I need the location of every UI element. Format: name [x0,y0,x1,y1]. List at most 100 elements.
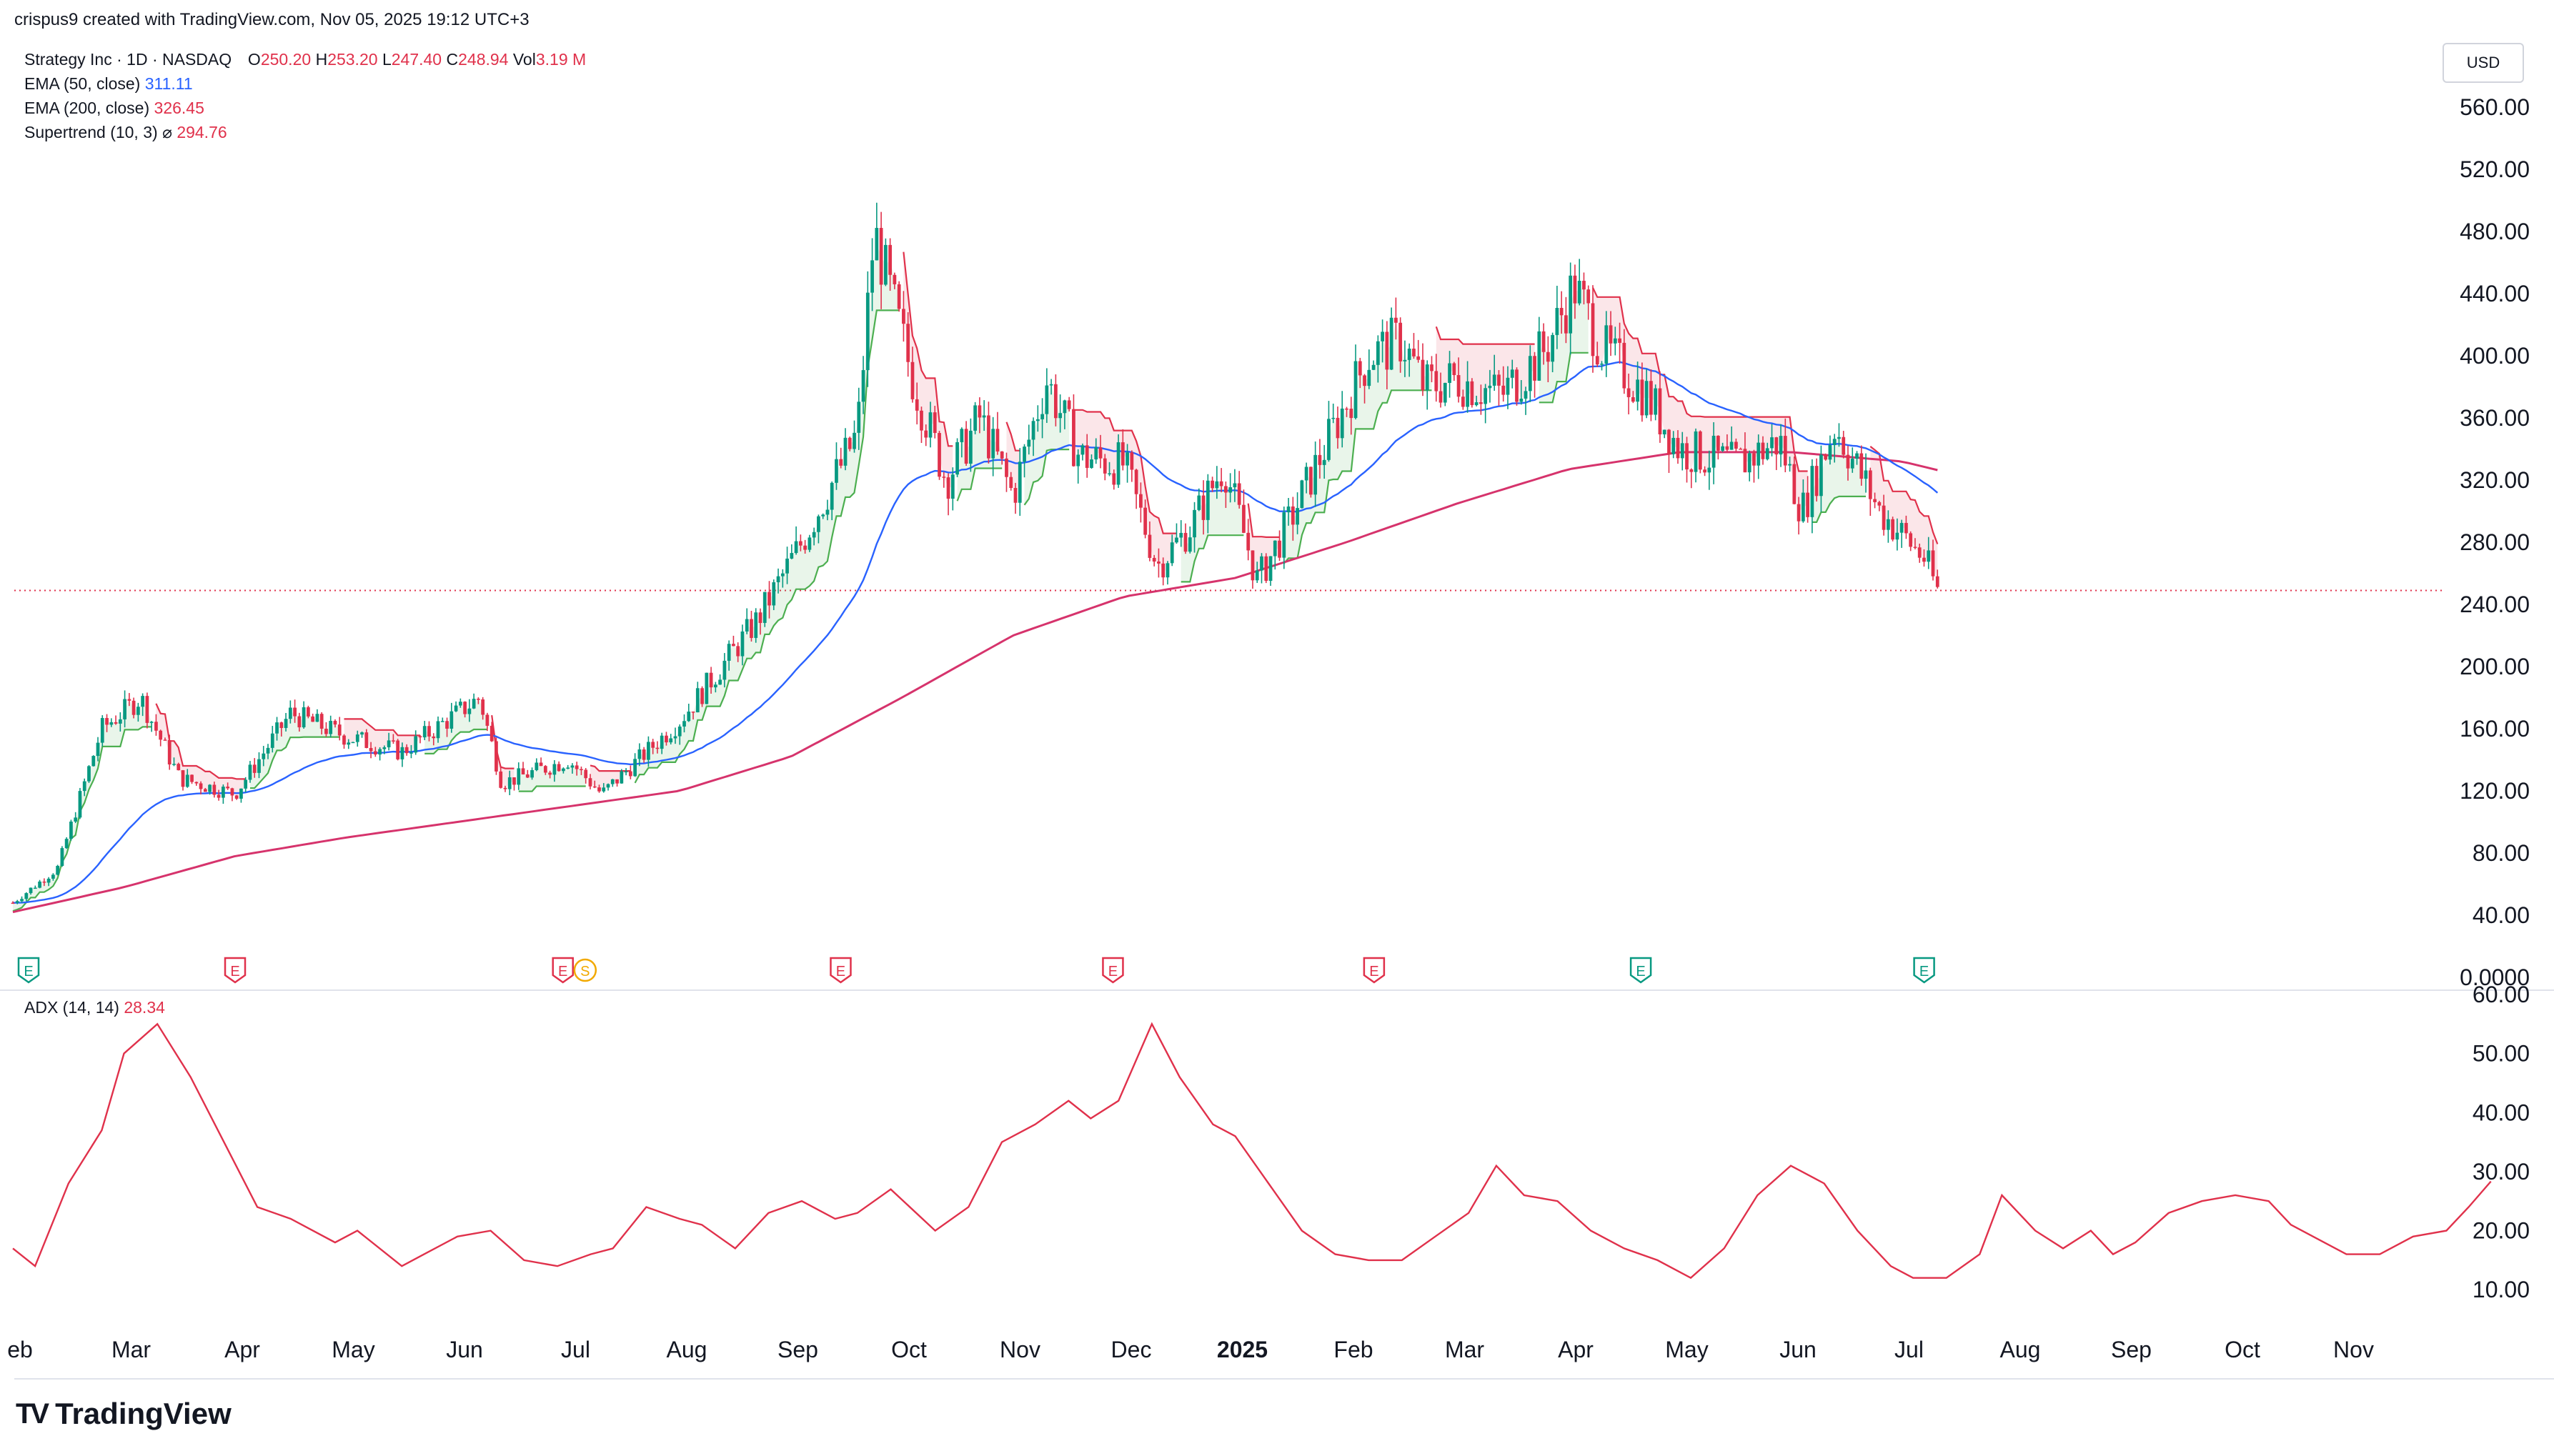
supertrend-fill [1006,422,1020,496]
candle [928,412,933,438]
symbol-row[interactable]: Strategy Inc · 1D · NASDAQ O250.20 H253.… [24,47,586,71]
earnings-marker[interactable] [830,957,852,984]
candle [790,553,794,559]
candle [1049,384,1053,386]
candle [883,244,888,285]
candle [136,707,140,715]
earnings-marker[interactable] [1363,957,1386,984]
earnings-marker[interactable] [552,957,574,984]
candle [1228,487,1233,493]
time-axis-label: Feb [1333,1337,1373,1362]
supertrend-line [424,728,487,754]
candle [1143,507,1148,535]
ema200-row[interactable]: EMA (200, close) 326.45 [24,96,586,120]
candle [1340,408,1344,439]
candle [1716,435,1720,451]
earnings-marker[interactable] [1102,957,1124,984]
adx-legend[interactable]: ADX (14, 14) 28.34 [24,998,165,1017]
candle [1005,458,1008,477]
price-axis-tick: 0.0000 [2460,964,2530,990]
candle [324,728,328,734]
earnings-marker[interactable] [1629,957,1652,984]
candle [1828,445,1832,460]
candle [226,787,230,789]
candle [1193,509,1196,538]
supertrend-line [634,309,900,784]
candle [592,786,597,788]
split-marker[interactable] [573,958,597,982]
candle [808,537,812,550]
candle [1770,437,1774,449]
candle [1345,408,1348,410]
supertrend-line [344,718,420,737]
symbol-name[interactable]: Strategy Inc · 1D · NASDAQ [24,50,232,69]
ema50-row[interactable]: EMA (50, close) 311.11 [24,71,586,96]
adx-axis-tick: 40.00 [2473,1100,2530,1125]
candle [414,736,418,753]
supertrend-line [1539,351,1589,404]
candle [131,700,136,715]
candle [257,759,261,773]
adx-label[interactable]: ADX (14, 14) [24,998,119,1017]
candle [1779,436,1783,455]
candle [552,764,557,775]
volume-value: 3.19 M [535,50,587,69]
earnings-marker[interactable] [1913,957,1935,984]
candle [1734,442,1738,449]
adx-value: 28.34 [124,998,165,1017]
candle [588,778,592,787]
candle [673,736,677,739]
currency-button[interactable]: USD [2443,43,2524,83]
candle [149,722,154,723]
earnings-marker[interactable] [224,957,247,984]
candle [794,541,798,554]
supertrend-line [1869,446,1939,544]
candle [655,747,660,749]
candle [1506,377,1510,395]
candle [1537,331,1541,381]
candle [1591,303,1595,356]
ema200-label[interactable]: EMA (200, close) [24,99,150,117]
earnings-marker[interactable] [17,957,40,984]
adx-axis-tick: 50.00 [2473,1041,2530,1067]
supertrend-line [1435,326,1535,345]
ema200-value: 326.45 [154,99,204,117]
candle [1237,483,1241,505]
candle [1739,449,1743,450]
candle [154,722,158,731]
price-axis-tick: 80.00 [2473,840,2530,866]
adx-pane[interactable] [12,1022,2492,1280]
time-axis-label: Nov [2333,1337,2374,1362]
candle [1322,459,1326,465]
candle [677,726,682,737]
candle [1474,402,1479,406]
ema200-line [12,451,1938,914]
supertrend-line [518,785,586,792]
candle [1331,417,1336,419]
candle [1922,557,1926,562]
candle [1161,563,1166,578]
candle [1698,431,1702,470]
candle [857,402,861,433]
tradingview-logo[interactable]: TV TradingView [16,1397,232,1431]
candle [355,734,359,742]
candle [1801,492,1805,522]
supertrend-fill [492,715,515,789]
candle [87,766,91,782]
ema50-label[interactable]: EMA (50, close) [24,74,141,93]
candle [865,292,870,371]
candle [382,747,387,749]
supertrend-row[interactable]: Supertrend (10, 3) ⌀ 294.76 [24,120,586,144]
candle [463,702,467,714]
candle [51,874,55,879]
candle [853,432,856,449]
supertrend-label[interactable]: Supertrend (10, 3) [24,123,158,141]
candle [1138,494,1143,508]
candle [691,712,695,713]
candle [364,732,369,748]
candle [145,696,149,723]
candle [767,592,771,606]
candle [1023,447,1026,462]
